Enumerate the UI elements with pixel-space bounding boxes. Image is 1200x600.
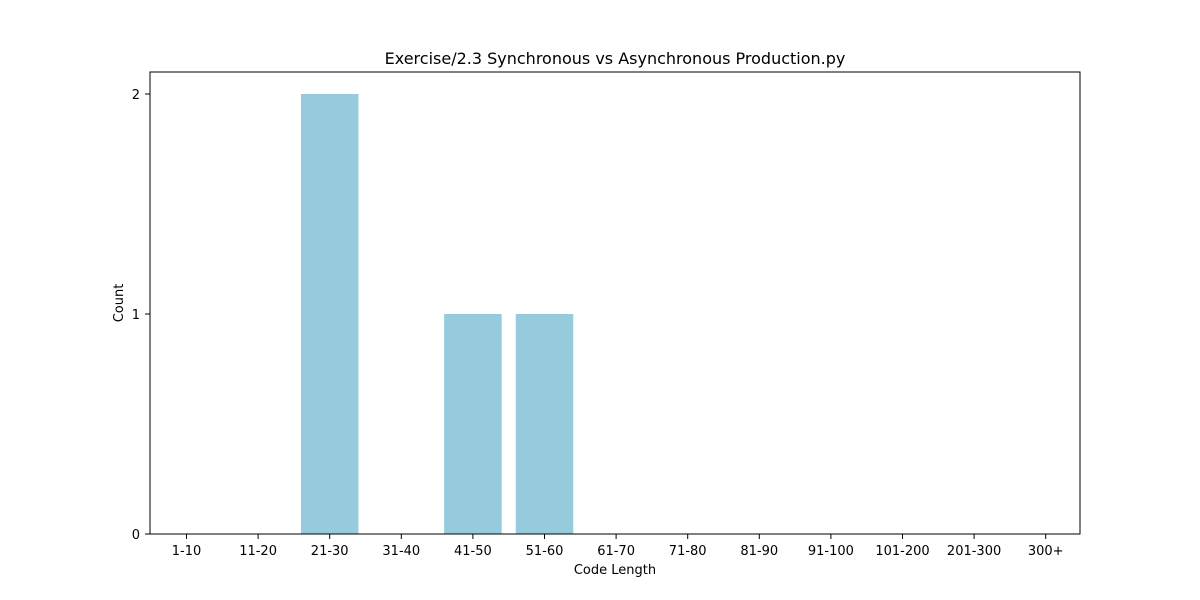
x-tick-label: 81-90	[740, 544, 778, 559]
y-axis-label: Count	[112, 284, 127, 323]
x-tick-label: 201-300	[947, 544, 1001, 559]
x-axis: 1-10 11-20 21-30 31-40 41-50 51-60 61-70 71-80 8…	[172, 534, 1064, 559]
x-tick-label: 31-40	[382, 544, 420, 559]
y-axis: 0 1 2	[132, 88, 150, 543]
plot-frame	[149, 71, 1081, 535]
chart-title: Exercise/2.3 Synchronous vs Asynchronous…	[385, 49, 846, 68]
x-tick-label: 21-30	[311, 544, 349, 559]
bar-51-60	[515, 314, 574, 534]
bars-layer	[300, 94, 574, 534]
x-tick-label: 71-80	[669, 544, 707, 559]
x-tick-label: 300+	[1028, 544, 1064, 559]
y-tick-label: 2	[132, 88, 140, 103]
bar-21-30	[300, 94, 359, 534]
bar-41-50	[444, 314, 502, 534]
x-tick-label: 1-10	[172, 544, 202, 559]
y-tick-label: 1	[132, 308, 140, 323]
x-tick-label: 11-20	[239, 544, 277, 559]
x-tick-label: 91-100	[808, 544, 854, 559]
x-tick-label: 101-200	[875, 544, 929, 559]
y-tick-label: 0	[132, 528, 140, 543]
x-axis-label: Code Length	[574, 563, 656, 578]
x-tick-label: 61-70	[597, 544, 635, 559]
x-tick-label: 51-60	[526, 544, 564, 559]
x-tick-label: 41-50	[454, 544, 492, 559]
